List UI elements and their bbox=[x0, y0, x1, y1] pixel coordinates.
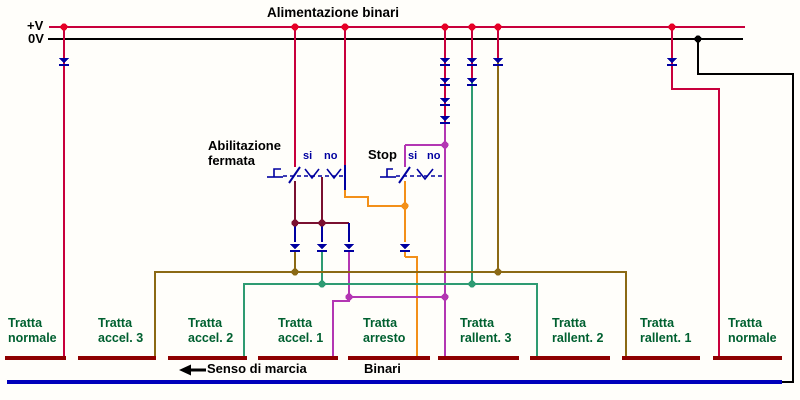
direction-arrow-icon bbox=[179, 364, 206, 376]
junction-dots bbox=[60, 23, 702, 301]
track-bar bbox=[530, 356, 610, 360]
brown-bus bbox=[154, 271, 627, 356]
track-label-line: normale bbox=[8, 331, 57, 345]
track-label-line: Tratta bbox=[728, 316, 763, 330]
plus-v-label: +V bbox=[27, 18, 44, 33]
diode-icon bbox=[493, 58, 503, 66]
diode-icon bbox=[667, 58, 677, 66]
track-label-accel-1: Tratta accel. 1 bbox=[278, 316, 323, 346]
diode-icon bbox=[440, 116, 450, 124]
diode-chain-4-net bbox=[404, 27, 446, 356]
track-bar bbox=[78, 356, 156, 360]
diode-icon bbox=[440, 58, 450, 66]
track-label-rallent-1: Tratta rallent. 1 bbox=[640, 316, 691, 346]
junction-dot bbox=[318, 280, 326, 288]
track-label-line: Tratta bbox=[363, 316, 398, 330]
feed-enable-switch bbox=[294, 27, 346, 223]
stop-section-net bbox=[344, 181, 418, 356]
junction-dot bbox=[318, 219, 326, 227]
track-bar bbox=[713, 356, 782, 360]
junction-dot bbox=[341, 23, 349, 31]
stop-switch-label: Stop bbox=[368, 147, 397, 162]
zero-v-return bbox=[697, 39, 794, 383]
track-label-line: Tratta bbox=[460, 316, 495, 330]
junction-dot bbox=[291, 268, 299, 276]
junction-dot bbox=[401, 202, 409, 210]
direction-label: Senso di marcia bbox=[207, 361, 307, 376]
enable-bus bbox=[294, 177, 350, 297]
junction-dot bbox=[345, 293, 353, 301]
track-label-line: arresto bbox=[363, 331, 406, 345]
teal-bus bbox=[243, 283, 538, 356]
diode-icon bbox=[344, 244, 354, 252]
track-label-arresto: Tratta arresto bbox=[363, 316, 405, 346]
diode-icon bbox=[59, 58, 69, 66]
track-bar bbox=[258, 356, 338, 360]
diode-icon bbox=[467, 78, 477, 86]
enable-stop-switch-icon bbox=[267, 166, 343, 184]
junction-dot bbox=[60, 23, 68, 31]
junction-dot bbox=[668, 23, 676, 31]
track-label-normale-left: Tratta normale bbox=[8, 316, 57, 346]
track-bar bbox=[438, 356, 519, 360]
enable-switch-label-line1: Abilitazione bbox=[208, 138, 281, 153]
diode-icon bbox=[317, 244, 327, 252]
track-label-line: Tratta bbox=[8, 316, 43, 330]
zero-v-label: 0V bbox=[28, 31, 44, 46]
feed-normale-right bbox=[671, 27, 720, 356]
track-label-rallent-2: Tratta rallent. 2 bbox=[552, 316, 603, 346]
track-label-line: rallent. 3 bbox=[460, 331, 512, 345]
track-bar bbox=[622, 356, 700, 360]
junction-dot bbox=[494, 23, 502, 31]
track-label-normale-right: Tratta normale bbox=[728, 316, 777, 346]
diode-icon bbox=[440, 98, 450, 106]
track-label-line: accel. 3 bbox=[98, 331, 144, 345]
diodes bbox=[59, 58, 677, 252]
track-label-line: rallent. 1 bbox=[640, 331, 692, 345]
enable-switch-label-line2: fermata bbox=[208, 153, 255, 168]
track-bar bbox=[5, 356, 66, 360]
junction-dot bbox=[694, 35, 702, 43]
track-label-accel-3: Tratta accel. 3 bbox=[98, 316, 143, 346]
enable-switch-label: Abilitazione fermata bbox=[208, 138, 281, 168]
track-section-bars bbox=[5, 356, 782, 360]
track-label-line: Tratta bbox=[98, 316, 133, 330]
junction-dot bbox=[441, 141, 449, 149]
track-label-line: Tratta bbox=[640, 316, 675, 330]
junction-dot bbox=[441, 23, 449, 31]
stop-switch-icon bbox=[380, 166, 443, 184]
junction-dot bbox=[291, 23, 299, 31]
binari-label: Binari bbox=[364, 361, 401, 376]
track-label-line: rallent. 2 bbox=[552, 331, 604, 345]
supply-rails bbox=[48, 26, 745, 40]
track-label-line: Tratta bbox=[188, 316, 223, 330]
junction-dot bbox=[441, 293, 449, 301]
diode-icon bbox=[400, 244, 410, 252]
stop-switch-yes-label: si bbox=[408, 150, 418, 162]
diode-icon bbox=[467, 58, 477, 66]
diode-icon bbox=[440, 78, 450, 86]
page-title: Alimentazione binari bbox=[267, 5, 400, 20]
track-bar bbox=[168, 356, 247, 360]
track-bar bbox=[348, 356, 430, 360]
track-label-rallent-3: Tratta rallent. 3 bbox=[460, 316, 511, 346]
track-label-accel-2: Tratta accel. 2 bbox=[188, 316, 233, 346]
track-label-line: Tratta bbox=[552, 316, 587, 330]
junction-dot bbox=[468, 23, 476, 31]
track-label-line: accel. 1 bbox=[278, 331, 324, 345]
enable-switch-no-label: no bbox=[324, 150, 338, 162]
track-label-line: normale bbox=[728, 331, 777, 345]
junction-dot bbox=[468, 280, 476, 288]
diode-icon bbox=[290, 244, 300, 252]
track-label-line: accel. 2 bbox=[188, 331, 234, 345]
junction-dot bbox=[291, 219, 299, 227]
junction-dot bbox=[494, 268, 502, 276]
track-label-line: Tratta bbox=[278, 316, 313, 330]
binari-rail-line bbox=[7, 380, 782, 384]
enable-switch-yes-label: si bbox=[303, 150, 313, 162]
stop-switch-no-label: no bbox=[427, 150, 441, 162]
